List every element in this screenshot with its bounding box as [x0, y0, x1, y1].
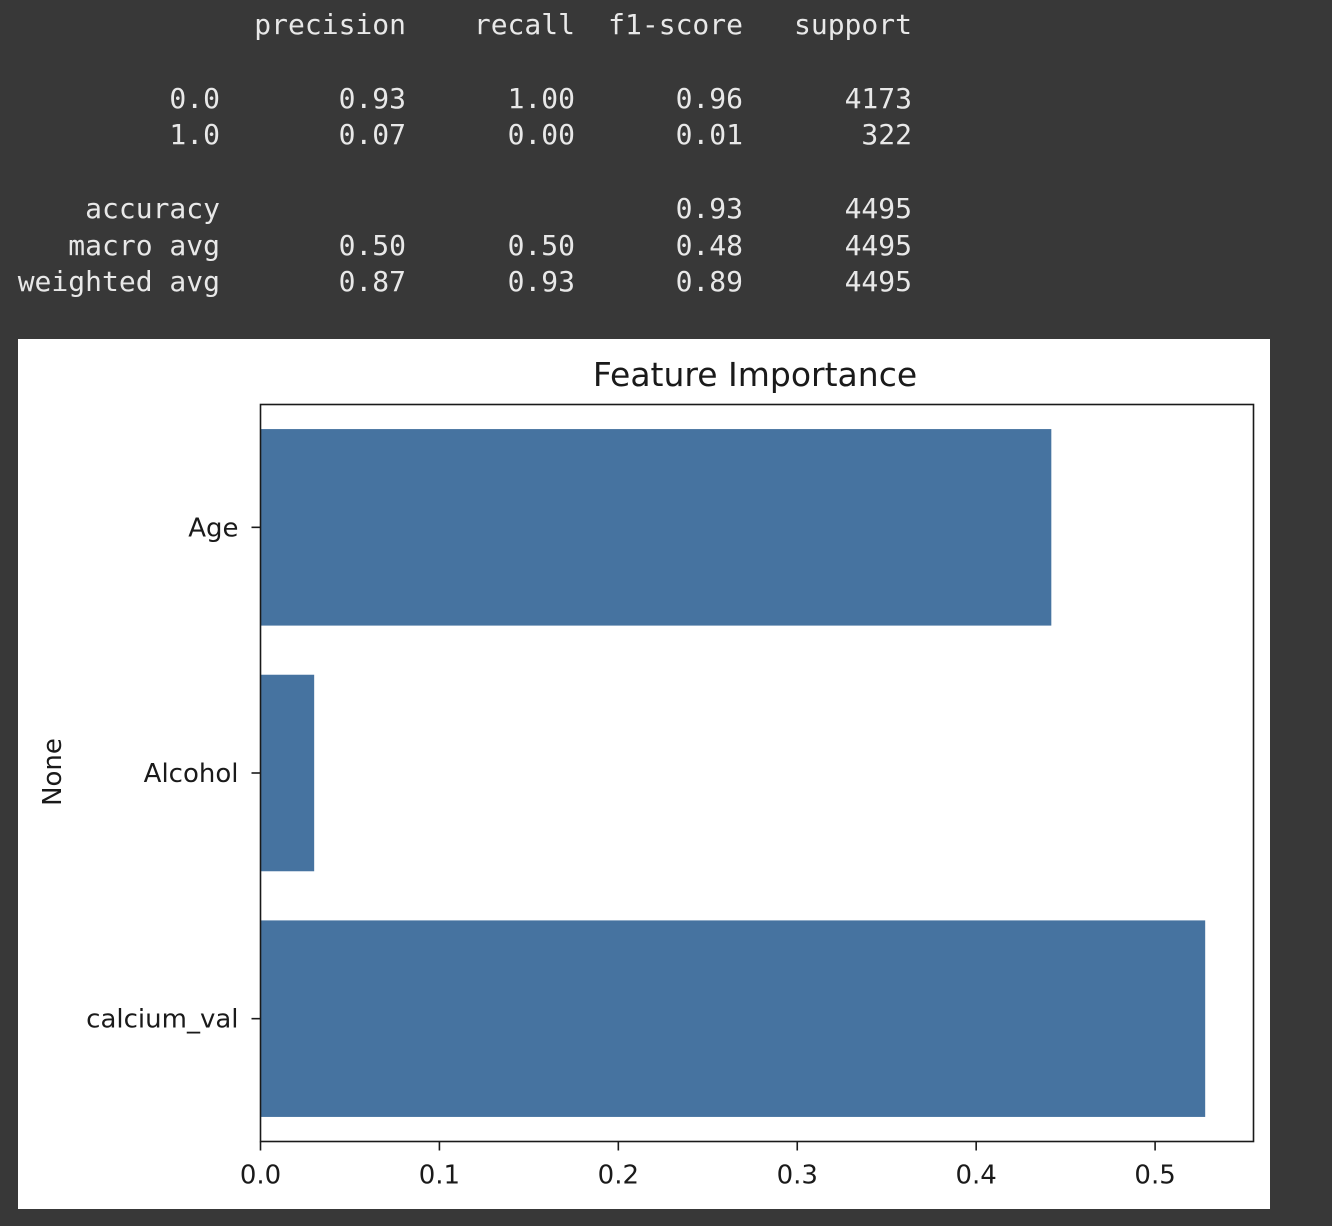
summary-recall: 0.50: [507, 229, 575, 262]
summary-f1: 0.89: [675, 265, 743, 298]
summary-f1: 0.48: [675, 229, 743, 262]
x-tick-label: 0.5: [1134, 1161, 1175, 1191]
row-label: 0.0: [169, 82, 220, 115]
row-precision: 0.93: [338, 82, 406, 115]
header-recall: recall: [473, 8, 575, 41]
bar-age: [260, 429, 1052, 626]
x-tick-label: 0.2: [598, 1161, 639, 1191]
summary-label: weighted avg: [17, 265, 220, 298]
accuracy-f1: 0.93: [675, 192, 743, 225]
y-axis-label: None: [38, 738, 68, 806]
y-ticks: Age Alcohol calcium_val: [86, 513, 261, 1035]
summary-support: 4495: [844, 265, 912, 298]
row-recall: 1.00: [507, 82, 575, 115]
row-f1: 0.96: [675, 82, 743, 115]
axes-frame: [259, 403, 1255, 1143]
x-tick-label: 0.0: [240, 1161, 281, 1191]
y-tick-label: Age: [188, 513, 238, 543]
row-label: 1.0: [169, 118, 220, 151]
header-precision: precision: [254, 8, 406, 41]
summary-precision: 0.50: [338, 229, 406, 262]
y-tick-label: Alcohol: [144, 759, 239, 789]
summary-precision: 0.87: [338, 265, 406, 298]
bar-alcohol: [260, 674, 315, 872]
row-support: 322: [861, 118, 912, 151]
y-tick-label: calcium_val: [86, 1005, 238, 1035]
summary-recall: 0.93: [507, 265, 575, 298]
feature-importance-chart: Feature Importance None Age Alcohol calciu…: [38, 355, 1255, 1191]
header-f1-score: f1-score: [608, 8, 743, 41]
row-precision: 0.07: [338, 118, 406, 151]
chart-title: Feature Importance: [593, 355, 917, 394]
x-ticks: 0.0 0.1 0.2 0.3 0.4 0.5: [240, 1141, 1176, 1191]
summary-label: macro avg: [68, 229, 220, 262]
plot-output: Feature Importance None Age Alcohol calciu…: [18, 339, 1270, 1209]
header-support: support: [793, 8, 912, 41]
x-tick-label: 0.4: [955, 1161, 996, 1191]
bars-layer: [260, 429, 1206, 1117]
row-support: 4173: [844, 82, 912, 115]
x-tick-label: 0.1: [419, 1161, 460, 1191]
row-f1: 0.01: [675, 118, 743, 151]
accuracy-label: accuracy: [85, 192, 220, 225]
row-recall: 0.00: [507, 118, 575, 151]
classification-report: precision recall f1-score support 0.0 0.…: [0, 0, 1332, 330]
x-tick-label: 0.3: [777, 1161, 818, 1191]
bar-calcium-val: [260, 920, 1206, 1117]
accuracy-support: 4495: [844, 192, 912, 225]
summary-support: 4495: [844, 229, 912, 262]
